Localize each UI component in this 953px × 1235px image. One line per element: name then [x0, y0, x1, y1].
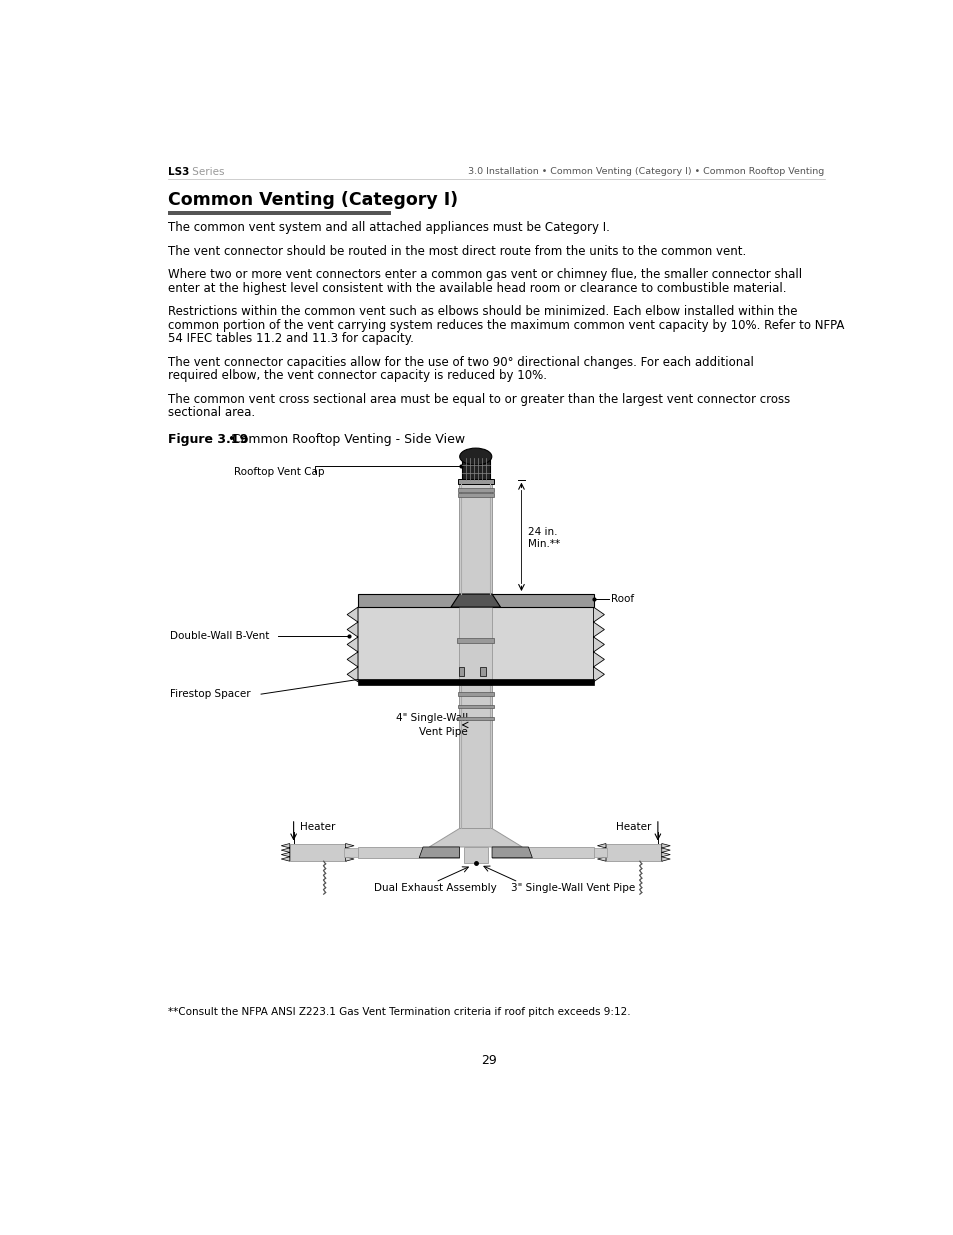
Text: The common vent cross sectional area must be equal to or greater than the larges: The common vent cross sectional area mus…: [168, 393, 789, 405]
Polygon shape: [429, 829, 521, 847]
Bar: [458, 667, 464, 677]
Text: 3.0 Installation • Common Venting (Category I) • Common Rooftop Venting: 3.0 Installation • Common Venting (Categ…: [468, 168, 823, 177]
Bar: [357, 847, 459, 858]
Bar: [457, 493, 494, 496]
Text: Where two or more vent connectors enter a common gas vent or chimney flue, the s: Where two or more vent connectors enter …: [168, 268, 801, 282]
Polygon shape: [281, 844, 290, 861]
Text: Heater: Heater: [616, 821, 651, 831]
Bar: [168, 211, 391, 215]
Ellipse shape: [459, 448, 492, 466]
Text: Dual Exhaust Assembly: Dual Exhaust Assembly: [374, 883, 497, 893]
Text: 3" Single-Wall Vent Pipe: 3" Single-Wall Vent Pipe: [510, 883, 634, 893]
Bar: [457, 705, 494, 708]
Text: sectional area.: sectional area.: [168, 406, 255, 419]
Text: common portion of the vent carrying system reduces the maximum common vent capac: common portion of the vent carrying syst…: [168, 319, 843, 332]
Text: Firestop Spacer: Firestop Spacer: [170, 689, 250, 699]
Text: Figure 3.19: Figure 3.19: [168, 432, 248, 446]
Text: Heater: Heater: [299, 821, 335, 831]
Text: 4" Single-Wall: 4" Single-Wall: [395, 713, 468, 722]
Text: Double-Wall B-Vent: Double-Wall B-Vent: [170, 631, 269, 641]
Bar: [459, 685, 492, 829]
Bar: [457, 479, 493, 484]
Polygon shape: [418, 847, 459, 858]
Bar: [456, 638, 494, 643]
Bar: [605, 844, 661, 861]
Bar: [480, 667, 485, 677]
Bar: [459, 484, 492, 594]
Text: 54 IFEC tables 11.2 and 11.3 for capacity.: 54 IFEC tables 11.2 and 11.3 for capacit…: [168, 332, 414, 346]
Text: Min.**: Min.**: [528, 538, 560, 548]
Bar: [357, 608, 593, 682]
Bar: [457, 693, 494, 695]
Bar: [461, 458, 489, 479]
Bar: [593, 848, 607, 857]
Text: Restrictions within the common vent such as elbows should be minimized. Each elb: Restrictions within the common vent such…: [168, 305, 797, 319]
Polygon shape: [597, 844, 605, 861]
Text: 24 in.: 24 in.: [528, 527, 558, 537]
Polygon shape: [593, 608, 604, 682]
Text: LS3: LS3: [168, 168, 190, 178]
Text: required elbow, the vent connector capacity is reduced by 10%.: required elbow, the vent connector capac…: [168, 369, 546, 382]
Text: Common Venting (Category I): Common Venting (Category I): [168, 190, 457, 209]
Bar: [457, 488, 494, 492]
Text: **Consult the NFPA ANSI Z223.1 Gas Vent Termination criteria if roof pitch excee: **Consult the NFPA ANSI Z223.1 Gas Vent …: [168, 1007, 630, 1016]
Text: 29: 29: [480, 1055, 497, 1067]
Bar: [290, 844, 345, 861]
Polygon shape: [661, 844, 670, 861]
Text: Roof: Roof: [610, 594, 633, 604]
Bar: [492, 847, 593, 858]
Bar: [457, 718, 494, 720]
Polygon shape: [492, 847, 532, 858]
Text: Rooftop Vent Cap: Rooftop Vent Cap: [233, 467, 324, 477]
Bar: [357, 594, 593, 608]
Bar: [357, 679, 593, 685]
Text: Common Rooftop Venting - Side View: Common Rooftop Venting - Side View: [232, 432, 464, 446]
Text: Series: Series: [189, 168, 224, 178]
Bar: [463, 847, 487, 863]
Text: enter at the highest level consistent with the available head room or clearance : enter at the highest level consistent wi…: [168, 282, 786, 295]
Text: The vent connector capacities allow for the use of two 90° directional changes. : The vent connector capacities allow for …: [168, 356, 753, 369]
Bar: [344, 848, 357, 857]
Text: The common vent system and all attached appliances must be Category I.: The common vent system and all attached …: [168, 221, 609, 235]
Text: The vent connector should be routed in the most direct route from the units to t: The vent connector should be routed in t…: [168, 245, 745, 258]
Text: •: •: [224, 432, 239, 446]
Polygon shape: [451, 594, 500, 608]
Polygon shape: [347, 608, 357, 682]
Text: Vent Pipe: Vent Pipe: [418, 727, 468, 737]
Bar: [459, 605, 492, 683]
Polygon shape: [345, 844, 354, 861]
